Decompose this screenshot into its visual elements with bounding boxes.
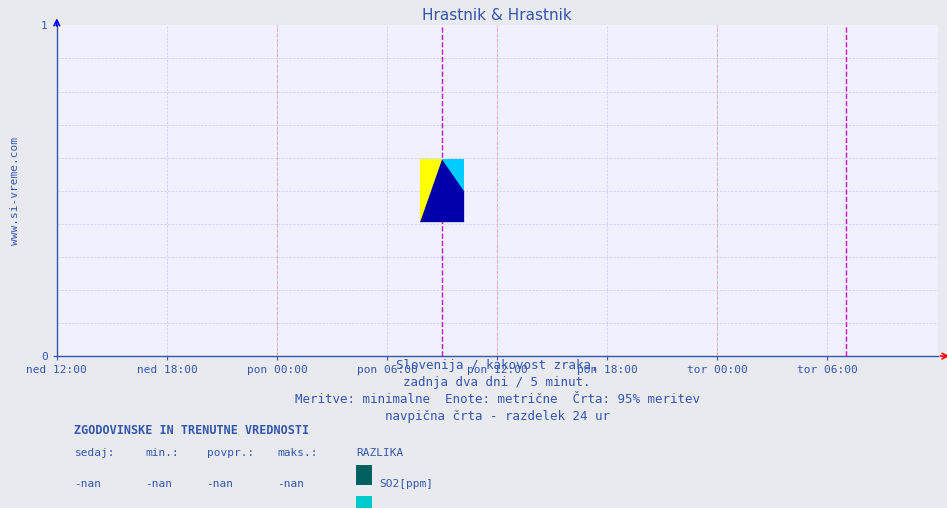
Text: -nan: -nan	[145, 480, 172, 489]
Text: min.:: min.:	[145, 448, 179, 458]
Polygon shape	[442, 160, 464, 191]
Text: ZGODOVINSKE IN TRENUTNE VREDNOSTI: ZGODOVINSKE IN TRENUTNE VREDNOSTI	[75, 424, 310, 437]
Polygon shape	[420, 160, 464, 222]
Title: Hrastnik & Hrastnik: Hrastnik & Hrastnik	[422, 8, 572, 23]
Bar	[356, 465, 372, 485]
Polygon shape	[420, 160, 464, 222]
Text: -nan: -nan	[206, 480, 234, 489]
Polygon shape	[442, 160, 464, 222]
Text: maks.:: maks.:	[277, 448, 317, 458]
Polygon shape	[420, 160, 464, 222]
Text: RAZLIKA: RAZLIKA	[356, 448, 403, 458]
Text: SO2[ppm]: SO2[ppm]	[379, 480, 433, 489]
Text: Slovenija / kakovost zraka,
zadnja dva dni / 5 minut.
Meritve: minimalne  Enote:: Slovenija / kakovost zraka, zadnja dva d…	[295, 359, 700, 423]
Text: sedaj:: sedaj:	[75, 448, 115, 458]
Bar	[356, 496, 372, 508]
Text: -nan: -nan	[277, 480, 304, 489]
Text: -nan: -nan	[75, 480, 101, 489]
Bar	[420, 160, 464, 222]
Text: www.si-vreme.com: www.si-vreme.com	[9, 137, 20, 245]
Text: povpr.:: povpr.:	[206, 448, 254, 458]
Polygon shape	[420, 191, 464, 222]
